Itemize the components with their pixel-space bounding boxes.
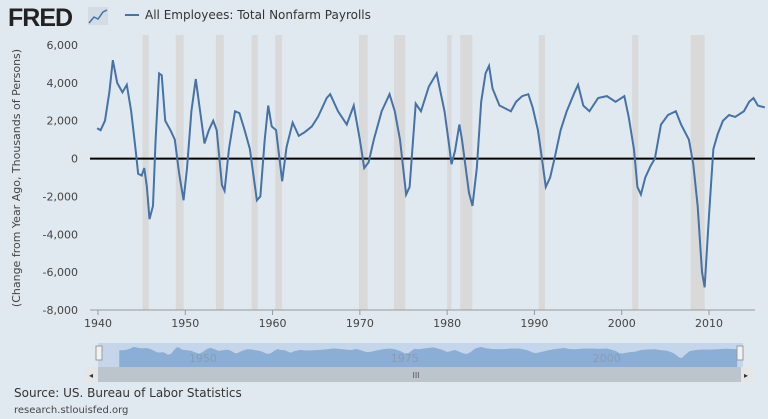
x-tick-label: 1960 [259,317,287,330]
x-tick-label: 1950 [171,317,199,330]
legend-label: All Employees: Total Nonfarm Payrolls [145,8,371,22]
x-tick-label: 2010 [695,317,723,330]
y-tick-label: -8,000 [43,304,78,317]
recession-band [538,35,545,310]
scroll-left-icon: ◂ [89,371,93,380]
source-text: Source: US. Bureau of Labor Statistics [14,386,242,400]
recession-band [275,35,283,310]
fred-logo[interactable]: FRED [8,4,73,32]
recession-band [358,35,368,310]
scrollbar[interactable] [86,367,753,382]
x-tick-label: 1940 [84,317,112,330]
navigator-handle-left[interactable] [95,345,103,361]
chart-logo-icon [88,7,108,25]
x-tick-label: 1990 [520,317,548,330]
y-tick-label: 0 [71,153,78,166]
navigator-label: 2000 [593,352,621,365]
y-axis-label: (Change from Year Ago, Thousands of Pers… [10,49,23,307]
scroll-right-icon: ▸ [744,371,748,380]
x-tick-label: 2000 [608,317,636,330]
y-tick-label: 2,000 [47,115,79,128]
x-tick-label: 1970 [346,317,374,330]
y-tick-label: -4,000 [43,228,78,241]
scroll-grip: III [412,371,419,380]
navigator-series [119,346,738,367]
recession-band [447,35,452,310]
legend-swatch [125,14,139,16]
navigator-handle-right[interactable] [736,345,744,361]
navigator-label: 1950 [189,352,217,365]
legend-item[interactable]: All Employees: Total Nonfarm Payrolls [125,8,371,22]
y-tick-label: 6,000 [47,39,79,52]
recession-band [251,35,258,310]
scroll-right-button[interactable] [741,367,753,382]
scroll-left-button[interactable] [86,367,98,382]
navigator-label: 1975 [391,352,419,365]
plot-area [90,35,755,310]
x-tick-label: 1980 [433,317,461,330]
recession-band [393,35,406,310]
y-tick-label: 4,000 [47,77,79,90]
series-line [96,59,766,288]
y-tick-label: -6,000 [43,266,78,279]
y-tick-label: -2,000 [43,190,78,203]
source-url[interactable]: research.stlouisfed.org [14,405,129,416]
recession-band [690,35,705,310]
